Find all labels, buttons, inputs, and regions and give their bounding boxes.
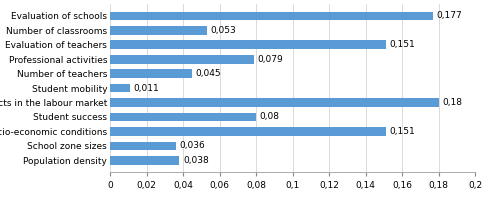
Text: 0,036: 0,036 — [180, 141, 205, 150]
Bar — [110, 113, 256, 121]
Text: 0,038: 0,038 — [183, 156, 209, 165]
Text: 0,053: 0,053 — [210, 26, 236, 35]
Text: 0,151: 0,151 — [389, 40, 415, 49]
Text: 0,151: 0,151 — [389, 127, 415, 136]
Text: 0,18: 0,18 — [442, 98, 462, 107]
Bar — [110, 142, 176, 150]
Bar — [110, 55, 254, 64]
Bar — [110, 84, 130, 92]
Text: 0,079: 0,079 — [258, 55, 283, 64]
Bar — [110, 12, 433, 20]
Text: 0,177: 0,177 — [436, 11, 462, 20]
Bar — [110, 127, 386, 136]
Bar — [110, 26, 206, 35]
Text: 0,08: 0,08 — [260, 112, 280, 122]
Bar — [110, 156, 180, 165]
Bar — [110, 40, 386, 49]
Bar — [110, 69, 192, 78]
Bar — [110, 98, 438, 107]
Text: 0,011: 0,011 — [134, 84, 160, 93]
Text: 0,045: 0,045 — [196, 69, 222, 78]
